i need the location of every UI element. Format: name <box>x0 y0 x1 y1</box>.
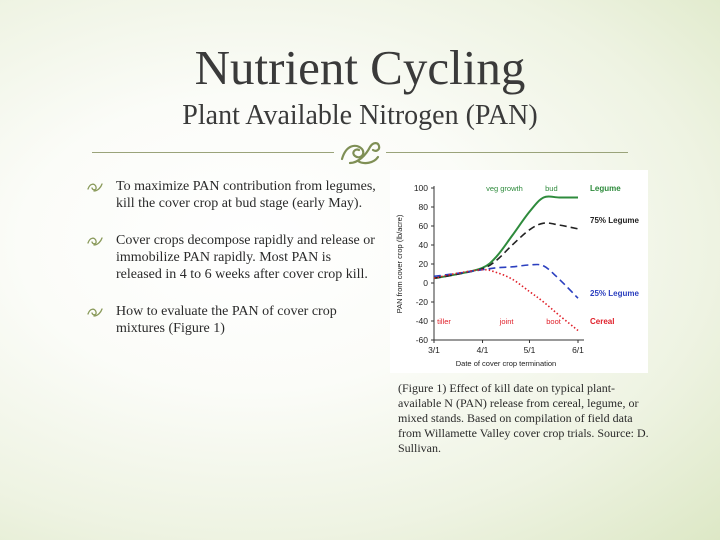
y-tick-label: -40 <box>416 316 429 326</box>
scroll-bullet-icon <box>87 308 103 317</box>
y-tick-label: 20 <box>419 259 429 269</box>
bullet-text: Cover crops decompose rapidly and releas… <box>116 233 375 282</box>
series-label-25-legume: 25% Legume <box>590 289 639 298</box>
bullet-text: To maximize PAN contribution from legume… <box>116 179 376 211</box>
scroll-ornament-icon <box>340 142 381 165</box>
x-tick-label: 4/1 <box>477 345 489 355</box>
bullet-item: Cover crops decompose rapidly and releas… <box>86 232 376 283</box>
y-tick-label: -20 <box>416 297 429 307</box>
cereal-stage-label: tiller <box>437 317 451 326</box>
series-line-75-legume <box>433 222 579 280</box>
y-tick-label: 40 <box>419 240 429 250</box>
y-tick-label: 0 <box>423 278 428 288</box>
growth-stage-label: bud <box>545 184 558 193</box>
divider-line-left <box>92 152 334 153</box>
series-label-legume: Legume <box>590 184 621 193</box>
bullet-list: To maximize PAN contribution from legume… <box>86 178 376 357</box>
series-label-75-legume: 75% Legume <box>590 216 639 225</box>
x-axis-label: Date of cover crop termination <box>456 359 556 368</box>
figure-caption: (Figure 1) Effect of kill date on typica… <box>398 381 649 455</box>
y-axis-label: PAN from cover crop (lb/acre) <box>395 214 404 313</box>
x-tick-label: 6/1 <box>572 345 584 355</box>
slide-title: Nutrient Cycling <box>194 40 526 95</box>
y-tick-label: 100 <box>414 183 428 193</box>
slide-subtitle: Plant Available Nitrogen (PAN) <box>182 100 538 131</box>
series-line-cereal <box>433 268 579 332</box>
cereal-stage-label: joint <box>499 317 515 326</box>
x-tick-label: 3/1 <box>428 345 440 355</box>
growth-stage-label: veg growth <box>486 184 523 193</box>
figure-chart: 100 80 60 40 20 0 -20 -40 -60 3/1 4/1 5/1 6/1 Date of… <box>390 170 648 373</box>
y-tick-label: 80 <box>419 202 429 212</box>
series-line-legume <box>433 195 578 280</box>
scroll-bullet-icon <box>87 183 103 192</box>
bullet-item: To maximize PAN contribution from legume… <box>86 178 376 212</box>
cereal-stage-label: boot <box>546 317 562 326</box>
pan-line-chart: 100 80 60 40 20 0 -20 -40 -603/1 4/1 5/1 6/1 Date of… <box>395 183 639 368</box>
divider-line-right <box>386 152 628 153</box>
bullet-text: How to evaluate the PAN of cover crop mi… <box>116 304 337 336</box>
y-tick-label: -60 <box>416 335 429 345</box>
bullet-item: How to evaluate the PAN of cover crop mi… <box>86 303 376 337</box>
series-line-25-legume <box>433 263 579 299</box>
series-label-cereal: Cereal <box>590 317 614 326</box>
y-tick-label: 60 <box>419 221 429 231</box>
x-tick-label: 5/1 <box>524 345 536 355</box>
scroll-bullet-icon <box>87 237 103 246</box>
